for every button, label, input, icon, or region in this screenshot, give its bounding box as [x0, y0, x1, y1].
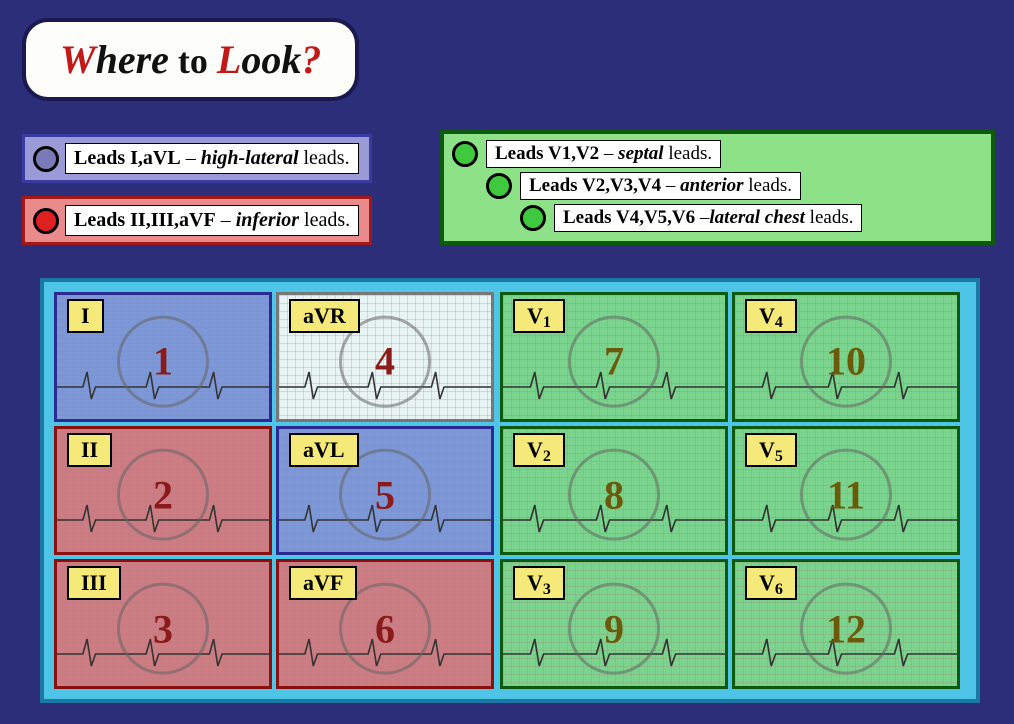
lead-number: 1: [117, 315, 209, 407]
lead-label: III: [67, 566, 121, 600]
title-box: Where to Look?: [22, 18, 359, 101]
lead-cell-I: I1: [54, 292, 272, 422]
lead-number: 9: [568, 583, 660, 675]
lead-cell-V3: V39: [500, 559, 728, 689]
title-to: to: [169, 41, 217, 81]
lead-cell-V2: V28: [500, 426, 728, 556]
lead-label: V4: [745, 299, 797, 333]
legend-green-dot-icon: [452, 141, 478, 167]
lead-cell-aVF: aVF6: [276, 559, 494, 689]
lead-label: V2: [513, 433, 565, 467]
lead-number: 7: [568, 315, 660, 407]
legend-red-text: Leads II,III,aVF – inferior leads.: [65, 205, 359, 236]
legend-green-line: Leads V4,V5,V6 –lateral chest leads.: [520, 204, 983, 232]
lead-cell-V5: V511: [732, 426, 960, 556]
lead-number: 8: [568, 449, 660, 541]
lead-label: V1: [513, 299, 565, 333]
legend-green-dot-icon: [520, 205, 546, 231]
lead-label: V5: [745, 433, 797, 467]
lead-label: aVR: [289, 299, 360, 333]
legend-purple-em: high-lateral: [201, 147, 299, 169]
lead-cell-aVR: aVR4: [276, 292, 494, 422]
grid-left: I1aVR4II2aVL5III3aVF6: [54, 292, 494, 689]
lead-cell-III: III3: [54, 559, 272, 689]
lead-number: 2: [117, 449, 209, 541]
legend-green-dot-icon: [486, 173, 512, 199]
legend-purple-leads: Leads I,aVL: [74, 147, 181, 169]
lead-number: 11: [800, 449, 892, 541]
lead-cell-V6: V612: [732, 559, 960, 689]
lead-number: 12: [800, 583, 892, 675]
lead-label: V6: [745, 566, 797, 600]
lead-label: aVF: [289, 566, 357, 600]
title-ook: ook: [241, 37, 301, 82]
title-W: W: [60, 37, 96, 82]
legend-red: Leads II,III,aVF – inferior leads.: [22, 196, 372, 245]
legend-green-text: Leads V4,V5,V6 –lateral chest leads.: [554, 204, 862, 232]
legend-purple: Leads I,aVL – high-lateral leads.: [22, 134, 372, 183]
grid-right: V17V410V28V511V39V612: [500, 292, 960, 689]
legend-green-line: Leads V2,V3,V4 – anterior leads.: [486, 172, 983, 200]
title-q: ?: [301, 37, 321, 82]
ecg-grid: I1aVR4II2aVL5III3aVF6 V17V410V28V511V39V…: [40, 278, 980, 703]
legend-green-text: Leads V1,V2 – septal leads.: [486, 140, 721, 168]
lead-label: aVL: [289, 433, 359, 467]
lead-label: II: [67, 433, 112, 467]
lead-cell-aVL: aVL5: [276, 426, 494, 556]
lead-cell-V1: V17: [500, 292, 728, 422]
lead-number: 10: [800, 315, 892, 407]
lead-label: V3: [513, 566, 565, 600]
lead-cell-II: II2: [54, 426, 272, 556]
legend-green-text: Leads V2,V3,V4 – anterior leads.: [520, 172, 801, 200]
legend-green: Leads V1,V2 – septal leads. Leads V2,V3,V…: [440, 130, 995, 245]
title-here: here: [96, 37, 169, 82]
legend-purple-text: Leads I,aVL – high-lateral leads.: [65, 143, 359, 174]
legend-green-line: Leads V1,V2 – septal leads.: [452, 140, 983, 168]
lead-label: I: [67, 299, 104, 333]
legend-red-em: inferior: [236, 209, 299, 231]
lead-number: 3: [117, 583, 209, 675]
legend-red-dot-icon: [33, 208, 59, 234]
title-L: L: [217, 37, 241, 82]
legend-purple-dot-icon: [33, 146, 59, 172]
lead-cell-V4: V410: [732, 292, 960, 422]
legend-red-leads: Leads II,III,aVF: [74, 209, 216, 231]
